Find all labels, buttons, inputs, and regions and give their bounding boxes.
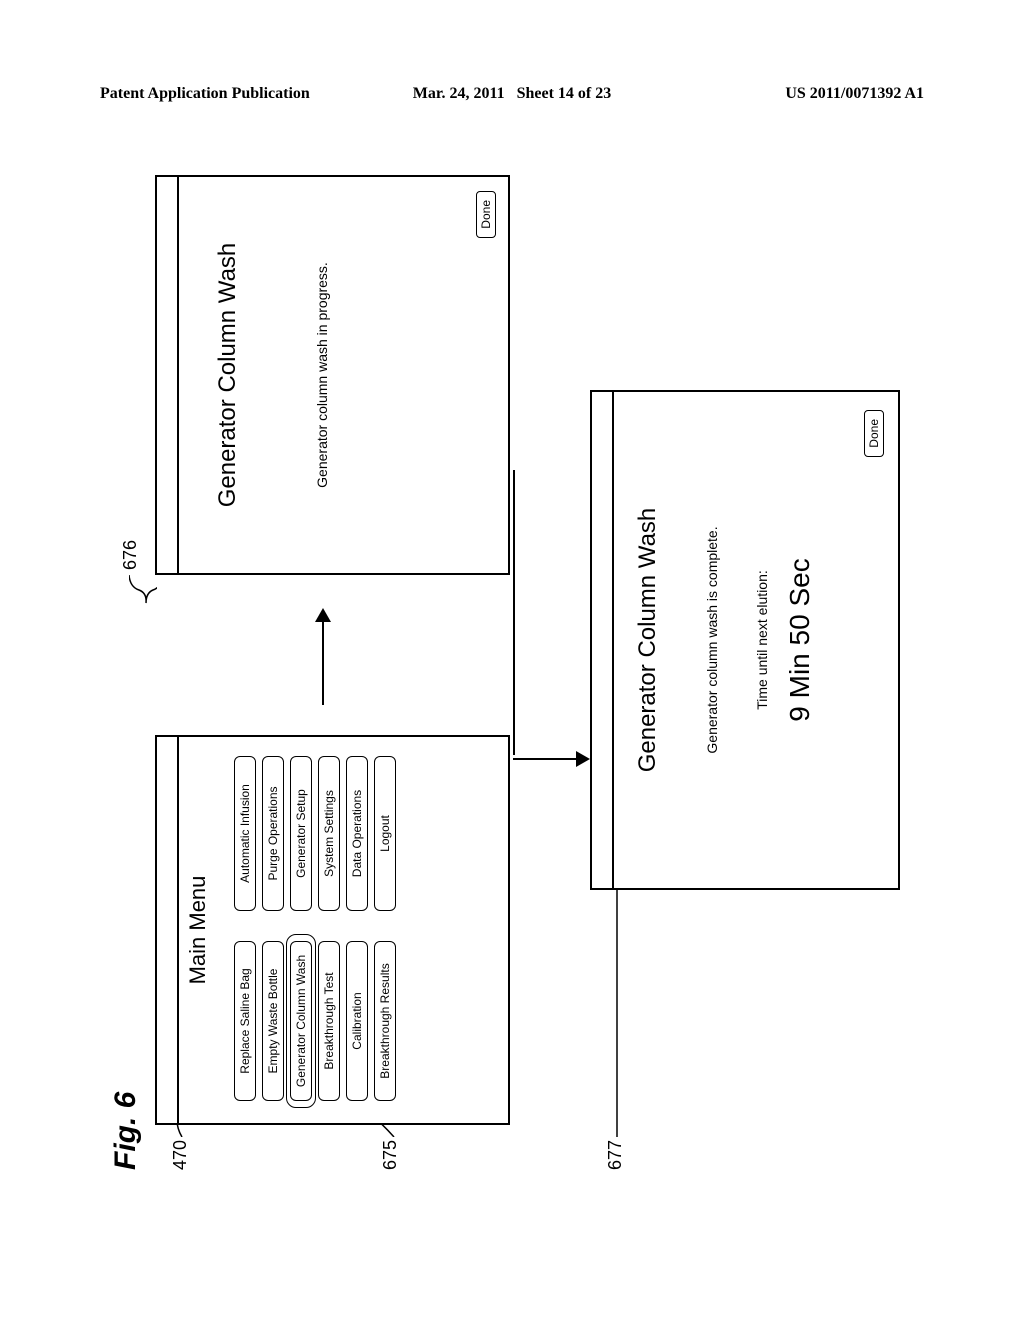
ref-677: 677 — [605, 1140, 626, 1170]
menu-replace-saline-bag[interactable]: Replace Saline Bag — [234, 941, 256, 1101]
menu-generator-setup[interactable]: Generator Setup — [290, 756, 312, 911]
arrow-right-icon — [315, 610, 331, 705]
sheet-number: Mar. 24, 2011 Sheet 14 of 23 — [413, 85, 612, 103]
panel-wash-progress: Generator Column Wash Generator column w… — [155, 175, 510, 575]
figure-container: Fig. 6 470 675 676 677 Main Menu — [115, 160, 910, 1180]
panel-title: Generator Column Wash — [214, 243, 242, 508]
titlebar — [157, 177, 179, 573]
figure-label: Fig. 6 — [109, 1092, 143, 1170]
ref-676: 676 — [120, 540, 141, 570]
done-button[interactable]: Done — [476, 191, 496, 238]
titlebar — [592, 392, 614, 888]
panel-wash-complete: Generator Column Wash Generator column w… — [590, 390, 900, 890]
menu-system-settings[interactable]: System Settings — [318, 756, 340, 911]
next-elution-value: 9 Min 50 Sec — [784, 558, 816, 721]
bracket-icon — [129, 565, 157, 605]
panel-title: Main Menu — [185, 876, 211, 985]
arrow-elbow-icon — [513, 470, 588, 760]
menu-breakthrough-results[interactable]: Breakthrough Results — [374, 941, 396, 1101]
panel-title: Generator Column Wash — [634, 508, 662, 773]
ref-675: 675 — [380, 1140, 401, 1170]
menu-data-operations[interactable]: Data Operations — [346, 756, 368, 911]
status-text: Generator column wash in progress. — [314, 262, 330, 488]
publication-number: US 2011/0071392 A1 — [785, 85, 924, 103]
status-text: Generator column wash is complete. — [704, 526, 720, 753]
menu-generator-column-wash[interactable]: Generator Column Wash — [290, 941, 312, 1101]
ref-470: 470 — [170, 1140, 191, 1170]
menu-empty-waste-bottle[interactable]: Empty Waste Bottle — [262, 941, 284, 1101]
next-elution-label: Time until next elution: — [754, 570, 770, 710]
menu-breakthrough-test[interactable]: Breakthrough Test — [318, 941, 340, 1101]
menu-automatic-infusion[interactable]: Automatic Infusion — [234, 756, 256, 911]
titlebar — [157, 737, 179, 1123]
menu-purge-operations[interactable]: Purge Operations — [262, 756, 284, 911]
menu-logout[interactable]: Logout — [374, 756, 396, 911]
publication-title: Patent Application Publication — [100, 85, 310, 103]
leader-line-icon — [611, 857, 631, 1137]
done-button[interactable]: Done — [864, 410, 884, 457]
menu-calibration[interactable]: Calibration — [346, 941, 368, 1101]
panel-main-menu: Main Menu Replace Saline Bag Empty Waste… — [155, 735, 510, 1125]
